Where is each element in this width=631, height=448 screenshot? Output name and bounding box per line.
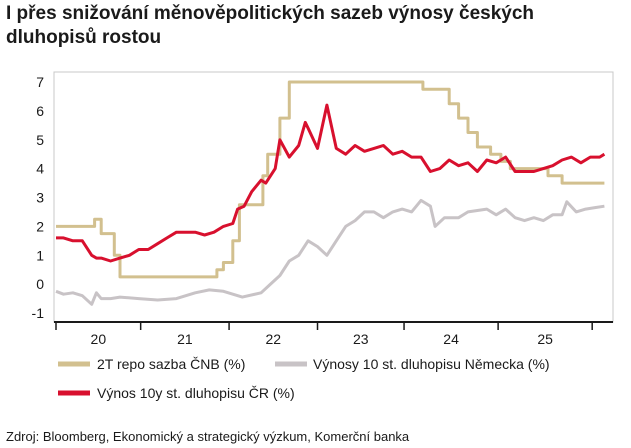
x-tick-label: 25 (537, 331, 553, 347)
x-tick-label: 23 (353, 331, 369, 347)
chart-title: I přes snižování měnověpolitických sazeb… (6, 3, 535, 48)
x-tick-label: 21 (177, 331, 193, 347)
legend-label-germany: Výnosy 10 st. dluhopisu Německa (%) (313, 356, 550, 372)
y-tick-label: 7 (36, 74, 44, 90)
y-tick-label: 5 (36, 132, 44, 148)
x-tick-label: 24 (443, 331, 459, 347)
plot-area-frame (53, 71, 614, 323)
y-tick-label: 3 (36, 190, 44, 206)
y-axis: -1 0 1 2 3 4 5 6 7 (32, 74, 45, 321)
series-layer (55, 80, 606, 306)
y-tick-label: 2 (36, 218, 44, 234)
czech-yield-line (56, 103, 606, 263)
y-tick-label: 4 (36, 161, 44, 177)
y-tick-label: -1 (32, 305, 45, 321)
x-tick-label: 22 (266, 331, 282, 347)
legend: 2T repo sazba ČNB (%) Výnosy 10 st. dluh… (58, 356, 550, 401)
legend-label-czech: Výnos 10y st. dluhopisu ČR (%) (97, 385, 295, 401)
x-axis: 20 21 22 23 24 25 (54, 321, 613, 347)
source-note: Zdroj: Bloomberg, Ekonomický a strategic… (6, 429, 410, 444)
y-tick-label: 6 (36, 103, 44, 119)
germany-yield-line (55, 198, 605, 306)
y-tick-label: 0 (36, 276, 44, 292)
x-tick-label: 20 (91, 331, 107, 347)
legend-label-repo: 2T repo sazba ČNB (%) (97, 356, 245, 372)
y-tick-label: 1 (36, 247, 44, 263)
